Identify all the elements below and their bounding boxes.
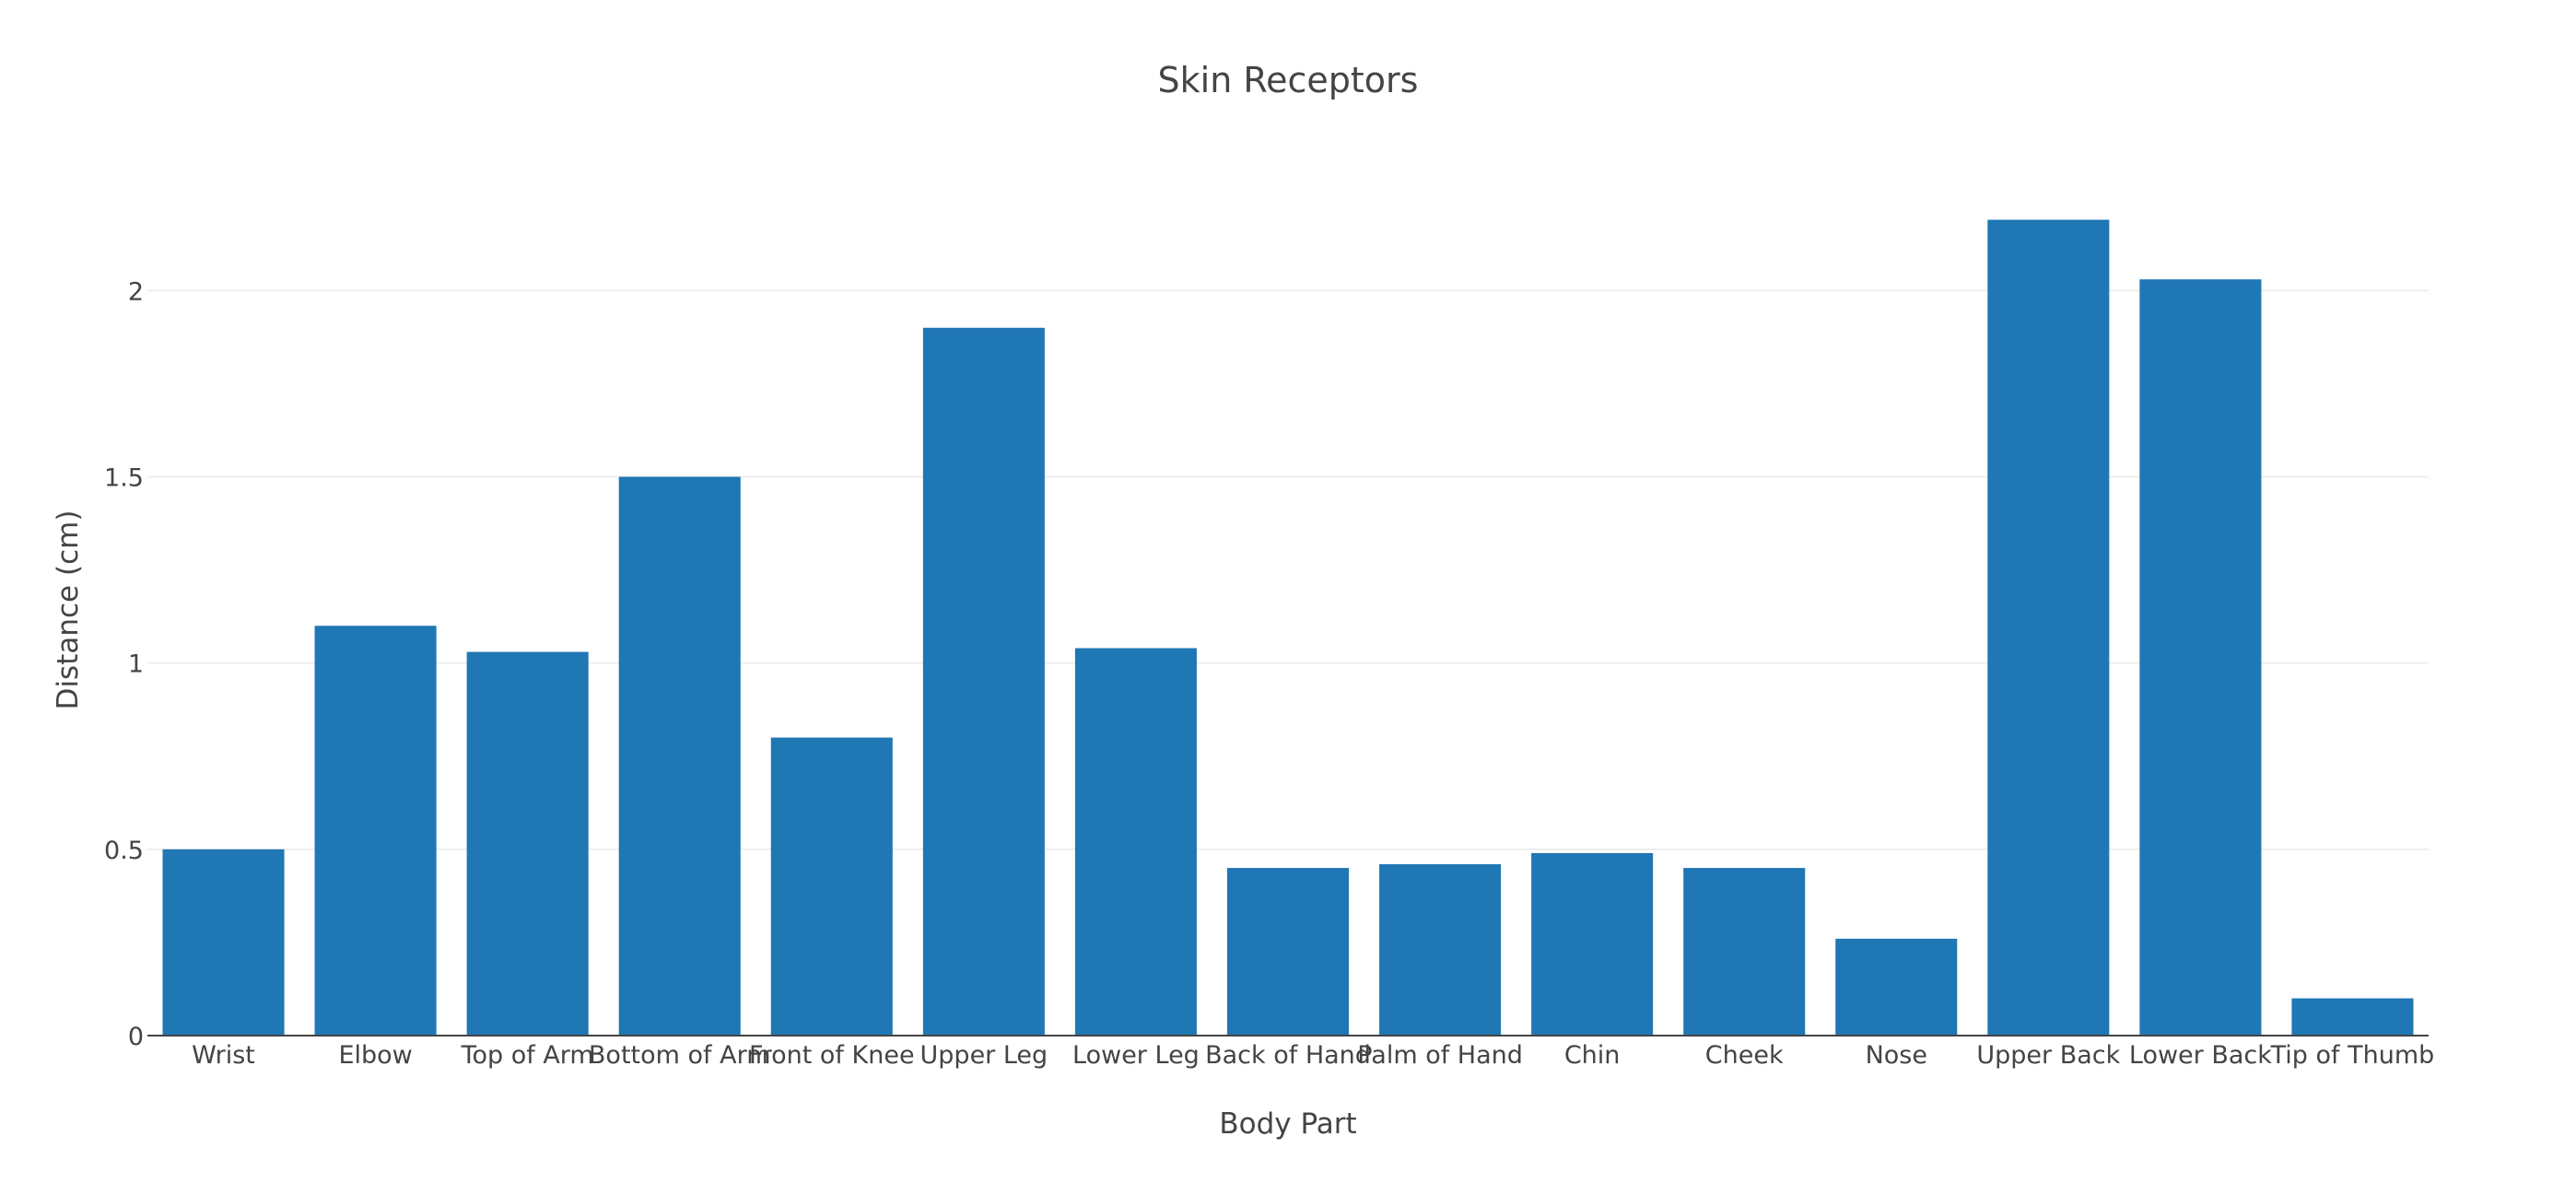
bar[interactable] [2139,279,2262,1036]
bar[interactable] [1074,648,1197,1036]
y-tick-label: 1.5 [104,464,144,493]
bar[interactable] [922,327,1045,1036]
bars [162,219,2414,1037]
bar[interactable] [770,737,893,1036]
x-tick-label: Upper Leg [920,1041,1048,1070]
bar[interactable] [1531,852,1654,1036]
x-tick-label: Bottom of Arm [589,1041,771,1070]
bar[interactable] [2291,998,2414,1036]
x-axis-title: Body Part [1219,1107,1356,1141]
x-tick-label: Cheek [1705,1041,1784,1070]
x-tick-label: Elbow [338,1041,412,1070]
bar[interactable] [1835,938,1958,1036]
bar[interactable] [466,651,589,1036]
y-tick-label: 0 [128,1023,144,1051]
y-tick-labels: 0 0.5 1 1.5 2 [104,277,144,1051]
x-tick-label: Front of Knee [749,1041,915,1070]
x-tick-label: Wrist [192,1041,255,1070]
y-axis-title: Distance (cm) [52,510,85,710]
y-tick-label: 1 [128,650,144,679]
x-tick-label: Tip of Thumb [2270,1041,2435,1070]
x-tick-label: Top of Arm [461,1041,594,1070]
x-tick-label: Lower Leg [1072,1041,1200,1070]
x-tick-label: Lower Back [2129,1041,2272,1070]
x-tick-label: Upper Back [1976,1041,2120,1070]
bar[interactable] [162,849,285,1036]
x-tick-label: Back of Hand [1205,1041,1371,1070]
y-tick-label: 0.5 [104,837,144,865]
bar[interactable] [618,476,741,1036]
y-tick-label: 2 [128,277,144,306]
bar[interactable] [1226,868,1350,1036]
x-tick-label: Palm of Hand [1357,1041,1523,1070]
bar[interactable] [1379,864,1502,1036]
x-tick-label: Chin [1564,1041,1621,1070]
chart-title: Skin Receptors [1158,60,1419,100]
x-tick-label: Nose [1866,1041,1927,1070]
bar[interactable] [314,626,437,1036]
bar[interactable] [1987,219,2110,1037]
bar[interactable] [1683,868,1806,1036]
